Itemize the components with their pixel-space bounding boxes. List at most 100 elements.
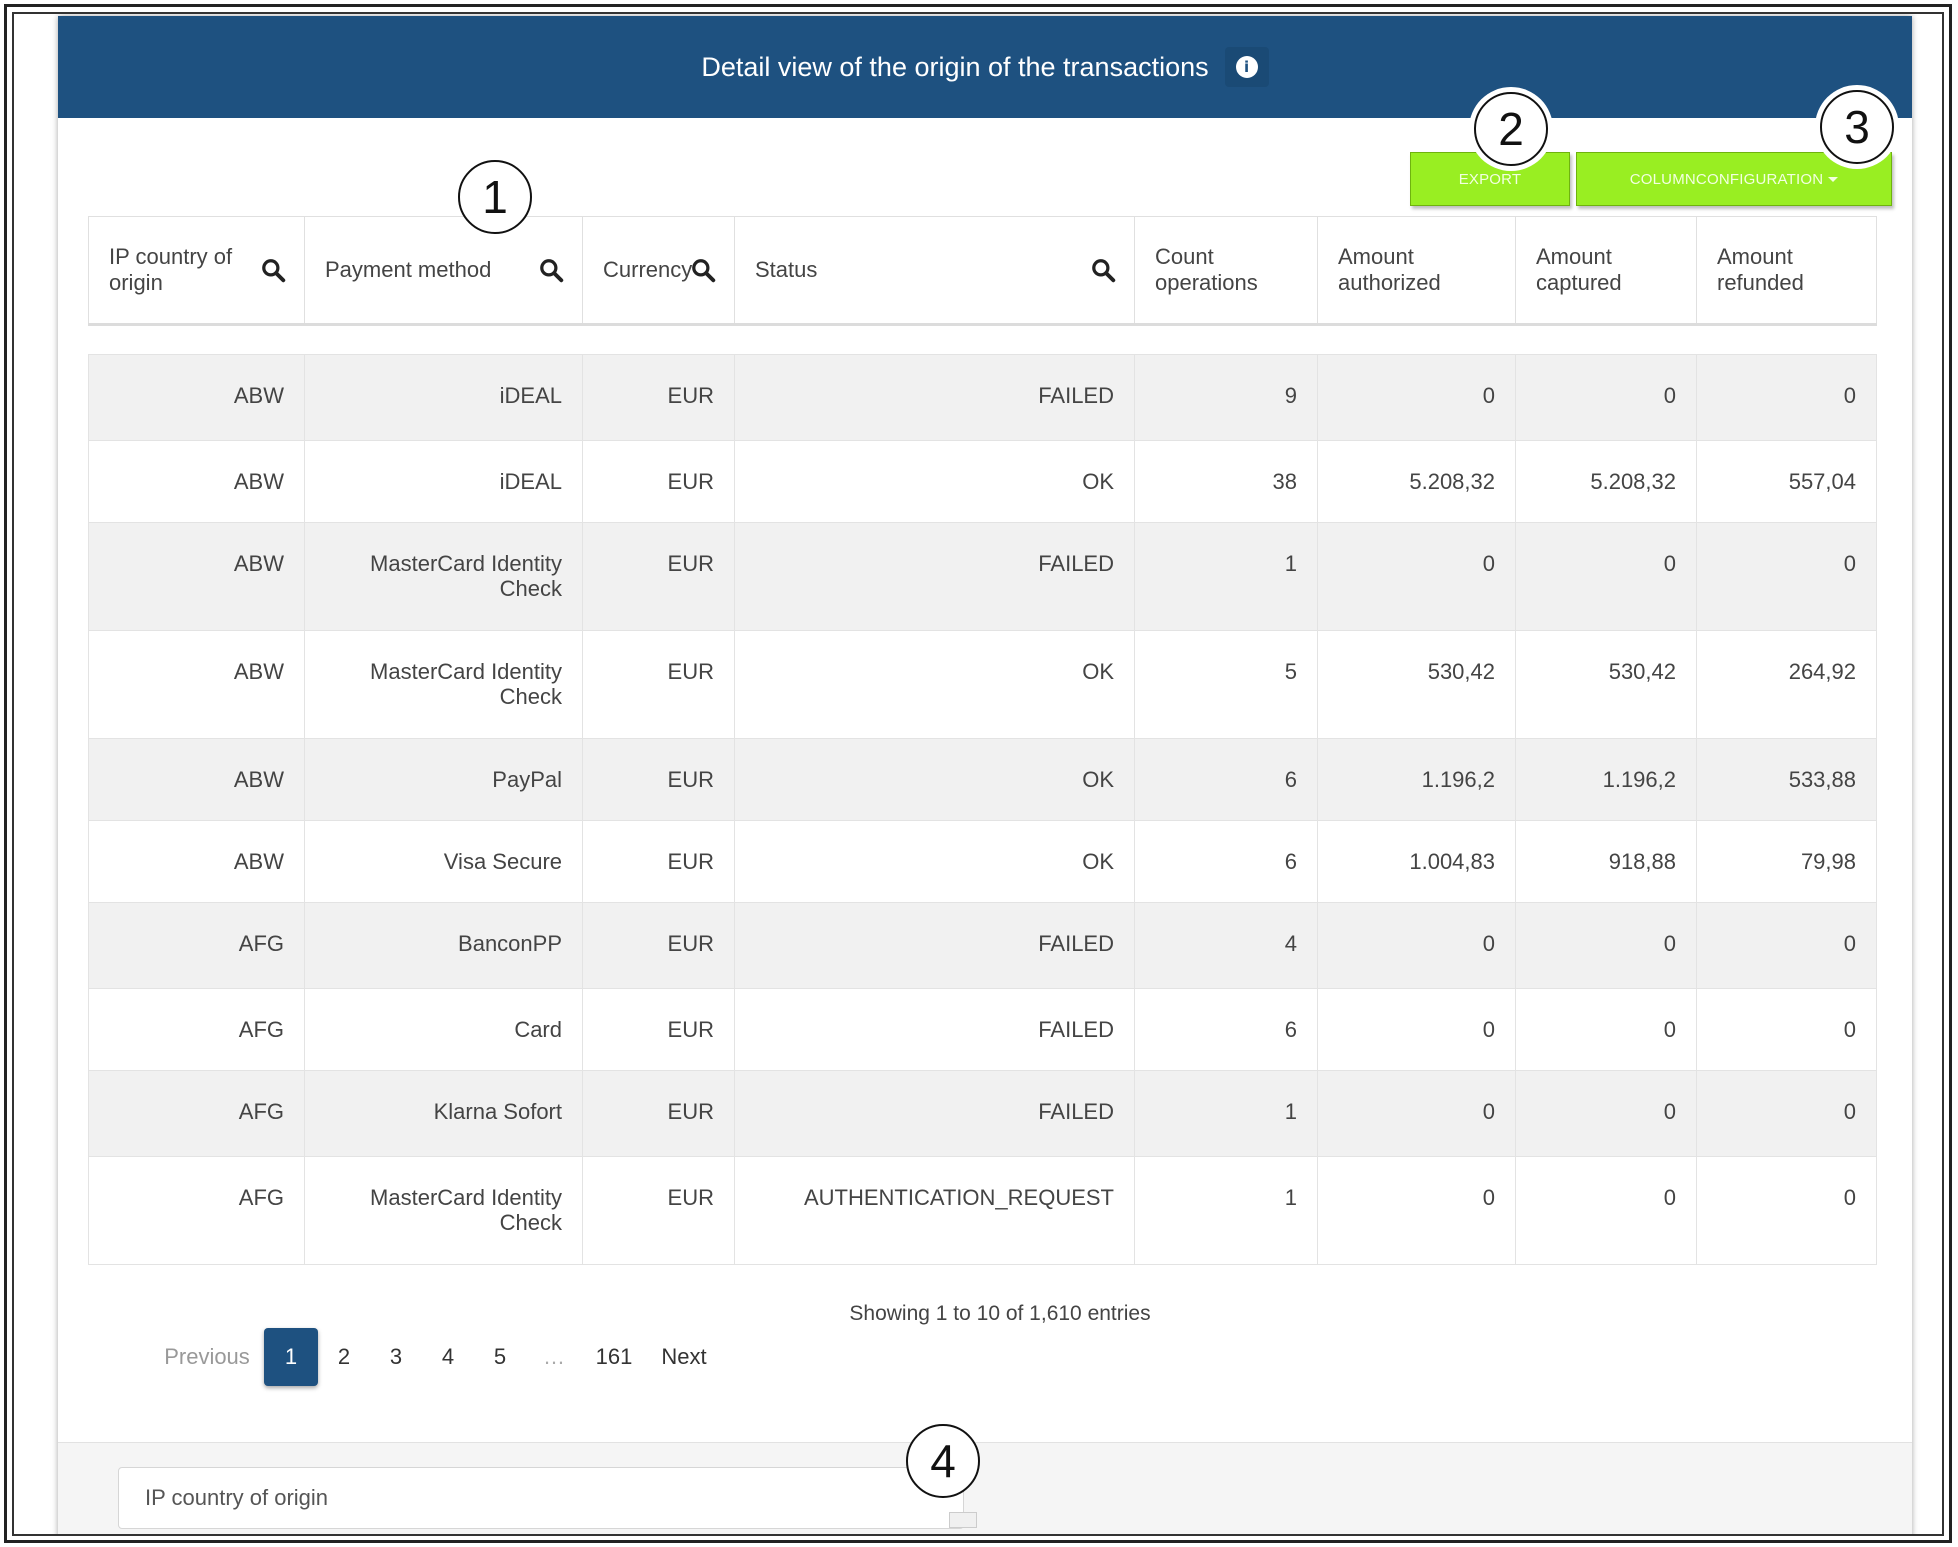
table-row: ABW PayPal EUR OK 6 1.196,2 1.196,2 533,88 bbox=[88, 738, 1877, 821]
table-row: ABW MasterCard Identity Check EUR FAILED 1 0 0… bbox=[88, 522, 1877, 631]
cell-count-operations: 1 bbox=[1134, 522, 1318, 631]
cell-ip-country: ABW bbox=[88, 354, 305, 441]
cell-ip-country: AFG bbox=[88, 1070, 305, 1157]
cell-amount-captured: 530,42 bbox=[1515, 630, 1697, 739]
cell-payment-method: Klarna Sofort bbox=[304, 1070, 583, 1157]
cell-payment-method: PayPal bbox=[304, 738, 583, 821]
cell-currency: EUR bbox=[582, 354, 735, 441]
cell-amount-captured: 0 bbox=[1515, 1070, 1697, 1157]
column-header-label: Payment method bbox=[325, 257, 492, 282]
cell-count-operations: 1 bbox=[1134, 1156, 1318, 1265]
panel-footer: IP country of origin bbox=[58, 1442, 1912, 1534]
cell-amount-authorized: 0 bbox=[1317, 522, 1516, 631]
select-handle[interactable] bbox=[949, 1512, 977, 1528]
group-by-select[interactable]: IP country of origin bbox=[118, 1467, 977, 1529]
column-header-payment-method[interactable]: Payment method bbox=[304, 216, 583, 326]
column-header-label: Amount captured bbox=[1536, 244, 1622, 295]
pagination-previous[interactable]: Previous bbox=[164, 1344, 250, 1369]
info-icon: i bbox=[1235, 56, 1258, 78]
screenshot-frame: Detail view of the origin of the transac… bbox=[12, 12, 1944, 1536]
pagination-page-3[interactable]: 3 bbox=[389, 1344, 403, 1369]
search-icon[interactable] bbox=[690, 257, 716, 283]
cell-amount-authorized: 0 bbox=[1317, 1070, 1516, 1157]
cell-ip-country: ABW bbox=[88, 630, 305, 739]
cell-amount-captured: 0 bbox=[1515, 988, 1697, 1071]
column-header-amount-captured[interactable]: Amount captured bbox=[1515, 216, 1697, 326]
cell-amount-refunded: 264,92 bbox=[1696, 630, 1877, 739]
search-icon[interactable] bbox=[260, 257, 286, 283]
table-row: AFG Klarna Sofort EUR FAILED 1 0 0 0 bbox=[88, 1070, 1877, 1157]
cell-amount-captured: 0 bbox=[1515, 354, 1697, 441]
column-configuration-button[interactable]: COLUMNCONFIGURATION bbox=[1576, 152, 1892, 206]
cell-currency: EUR bbox=[582, 630, 735, 739]
cell-status: OK bbox=[734, 738, 1135, 821]
table-row: AFG MasterCard Identity Check EUR AUTHENTIC… bbox=[88, 1156, 1877, 1265]
cell-amount-refunded: 0 bbox=[1696, 902, 1877, 989]
cell-amount-refunded: 533,88 bbox=[1696, 738, 1877, 821]
cell-amount-authorized: 0 bbox=[1317, 354, 1516, 441]
callout-3: 3 bbox=[1820, 90, 1894, 164]
cell-currency: EUR bbox=[582, 440, 735, 523]
cell-amount-authorized: 1.196,2 bbox=[1317, 738, 1516, 821]
caret-down-icon bbox=[1828, 176, 1839, 182]
cell-payment-method: BanconPP bbox=[304, 902, 583, 989]
column-header-label: Currency bbox=[603, 257, 693, 282]
cell-ip-country: ABW bbox=[88, 440, 305, 523]
column-header-status[interactable]: Status bbox=[734, 216, 1135, 326]
search-icon[interactable] bbox=[1090, 257, 1116, 283]
cell-status: OK bbox=[734, 630, 1135, 739]
cell-payment-method: MasterCard Identity Check bbox=[304, 522, 583, 631]
cell-currency: EUR bbox=[582, 1070, 735, 1157]
cell-status: FAILED bbox=[734, 1070, 1135, 1157]
pagination-ellipsis: … bbox=[543, 1344, 565, 1369]
cell-amount-authorized: 1.004,83 bbox=[1317, 820, 1516, 903]
column-header-ip-country[interactable]: IP country of origin bbox=[88, 216, 305, 326]
column-header-label: Amount refunded bbox=[1717, 244, 1804, 295]
cell-count-operations: 6 bbox=[1134, 820, 1318, 903]
column-configuration-label: COLUMNCONFIGURATION bbox=[1629, 170, 1824, 188]
detail-panel: Detail view of the origin of the transac… bbox=[58, 16, 1912, 1534]
cell-ip-country: AFG bbox=[88, 988, 305, 1071]
column-header-count-operations[interactable]: Count operations bbox=[1134, 216, 1318, 326]
cell-count-operations: 1 bbox=[1134, 1070, 1318, 1157]
pagination-page-1[interactable]: 1 bbox=[264, 1328, 318, 1386]
cell-currency: EUR bbox=[582, 988, 735, 1071]
column-header-currency[interactable]: Currency bbox=[582, 216, 735, 326]
callout-4: 4 bbox=[906, 1424, 980, 1498]
cell-count-operations: 38 bbox=[1134, 440, 1318, 523]
pagination-page-5[interactable]: 5 bbox=[493, 1344, 507, 1369]
cell-amount-captured: 0 bbox=[1515, 902, 1697, 989]
cell-ip-country: AFG bbox=[88, 902, 305, 989]
cell-amount-captured: 0 bbox=[1515, 522, 1697, 631]
table-header-row: IP country of origin Payment method Curren… bbox=[88, 216, 1877, 326]
cell-ip-country: ABW bbox=[88, 820, 305, 903]
column-header-amount-refunded[interactable]: Amount refunded bbox=[1696, 216, 1877, 326]
cell-ip-country: ABW bbox=[88, 522, 305, 631]
pagination-next[interactable]: Next bbox=[661, 1344, 707, 1369]
cell-amount-refunded: 0 bbox=[1696, 1070, 1877, 1157]
cell-currency: EUR bbox=[582, 820, 735, 903]
cell-amount-authorized: 5.208,32 bbox=[1317, 440, 1516, 523]
column-header-label: Amount authorized bbox=[1338, 244, 1441, 295]
cell-amount-authorized: 530,42 bbox=[1317, 630, 1516, 739]
pagination-last-page[interactable]: 161 bbox=[595, 1344, 633, 1369]
table-row: AFG BanconPP EUR FAILED 4 0 0 0 bbox=[88, 902, 1877, 989]
cell-status: FAILED bbox=[734, 522, 1135, 631]
cell-amount-authorized: 0 bbox=[1317, 1156, 1516, 1265]
table-row: AFG Card EUR FAILED 6 0 0 0 bbox=[88, 988, 1877, 1071]
column-header-amount-authorized[interactable]: Amount authorized bbox=[1317, 216, 1516, 326]
pagination-page-2[interactable]: 2 bbox=[337, 1344, 351, 1369]
cell-currency: EUR bbox=[582, 738, 735, 821]
table-row: ABW iDEAL EUR OK 38 5.208,32 5.208,32 557,04 bbox=[88, 440, 1877, 523]
info-button[interactable]: i bbox=[1224, 47, 1269, 87]
cell-amount-authorized: 0 bbox=[1317, 988, 1516, 1071]
search-icon[interactable] bbox=[538, 257, 564, 283]
cell-ip-country: AFG bbox=[88, 1156, 305, 1265]
cell-payment-method: MasterCard Identity Check bbox=[304, 1156, 583, 1265]
cell-count-operations: 6 bbox=[1134, 988, 1318, 1071]
pagination-page-4[interactable]: 4 bbox=[441, 1344, 455, 1369]
cell-amount-refunded: 0 bbox=[1696, 1156, 1877, 1265]
header-spacer bbox=[89, 325, 1877, 355]
column-header-label: Status bbox=[755, 257, 818, 282]
